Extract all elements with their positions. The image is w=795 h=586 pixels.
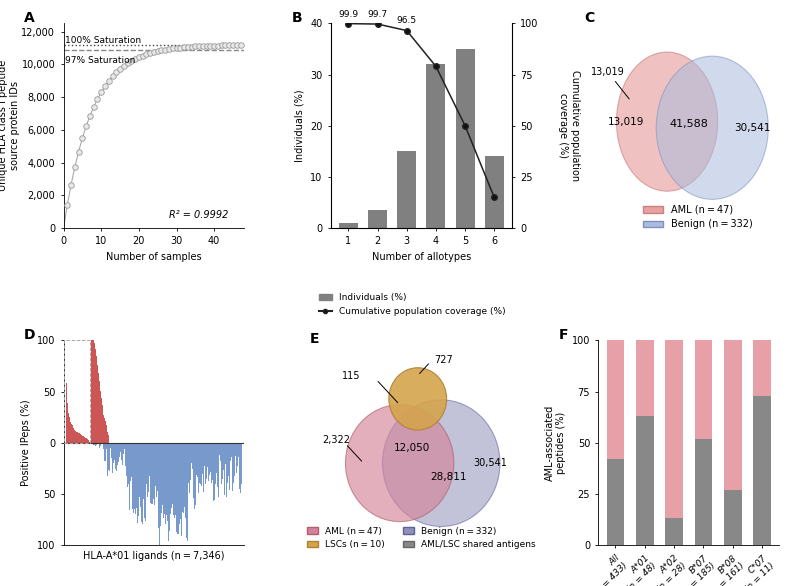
Text: 28,811: 28,811 [430,472,467,482]
Text: A: A [24,11,35,25]
Legend: AML (n = 47), Benign (n = 332): AML (n = 47), Benign (n = 332) [639,200,756,233]
X-axis label: Number of samples: Number of samples [106,252,202,262]
Bar [754,396,771,545]
Text: 727: 727 [434,355,452,365]
Bar [724,490,742,545]
Bar [339,223,358,228]
Bar [485,156,504,228]
Text: 100% Saturation: 100% Saturation [65,36,142,45]
Bar [695,439,712,545]
Bar [368,210,387,228]
Bar [426,64,445,228]
Text: D: D [24,328,35,342]
Text: 96.5: 96.5 [397,16,417,25]
Bar [724,340,742,490]
Text: C: C [584,11,594,25]
Y-axis label: Cumulative population
coverage (%): Cumulative population coverage (%) [558,70,580,181]
Legend: Individuals (%), Cumulative population coverage (%): Individuals (%), Cumulative population c… [315,289,510,319]
Bar [398,151,417,228]
Text: 41,588: 41,588 [669,118,708,129]
Ellipse shape [389,368,447,430]
Text: 115: 115 [342,370,360,380]
Ellipse shape [616,52,718,191]
Text: 12,050: 12,050 [394,442,430,452]
Text: 97% Saturation: 97% Saturation [65,56,136,65]
Bar [636,340,653,416]
Ellipse shape [656,56,768,199]
Legend: AML (n = 47), LSCs (n = 10), Benign (n = 332), AML/LSC shared antigens: AML (n = 47), LSCs (n = 10), Benign (n =… [304,523,539,553]
Bar [754,340,771,396]
Text: R² = 0.9992: R² = 0.9992 [169,210,228,220]
Y-axis label: Individuals (%): Individuals (%) [295,90,304,162]
Y-axis label: AML-associated
peptides (%): AML-associated peptides (%) [545,404,566,481]
Y-axis label: Unique HLA class I peptide
source protein IDs: Unique HLA class I peptide source protei… [0,60,20,191]
Bar [665,519,683,545]
Bar [456,49,475,228]
Text: 30,541: 30,541 [734,122,770,133]
Bar [665,340,683,519]
Ellipse shape [382,400,500,526]
Bar [636,416,653,545]
Y-axis label: Positive IPeps (%): Positive IPeps (%) [21,400,31,486]
Text: 2,322: 2,322 [323,435,351,445]
X-axis label: Number of allotypes: Number of allotypes [372,252,471,262]
Bar [607,340,624,459]
Text: 13,019: 13,019 [591,67,629,99]
Text: B: B [291,11,302,25]
X-axis label: HLA-A*01 ligands (n = 7,346): HLA-A*01 ligands (n = 7,346) [83,550,225,561]
Bar [695,340,712,439]
Text: 99.7: 99.7 [367,10,388,19]
Text: 30,541: 30,541 [473,458,507,468]
Ellipse shape [346,405,454,522]
Text: F: F [559,328,568,342]
Text: 99.9: 99.9 [339,9,359,19]
Bar [607,459,624,545]
Text: E: E [309,332,319,346]
Text: 13,019: 13,019 [607,117,644,127]
